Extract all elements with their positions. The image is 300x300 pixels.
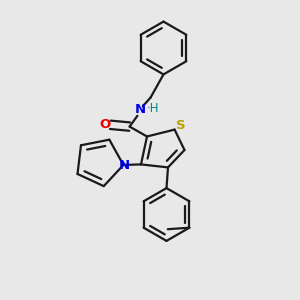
Text: O: O [99, 118, 111, 131]
Text: ·H: ·H [147, 102, 159, 115]
Text: N: N [119, 159, 130, 172]
Text: S: S [176, 119, 186, 132]
Text: N: N [135, 103, 146, 116]
